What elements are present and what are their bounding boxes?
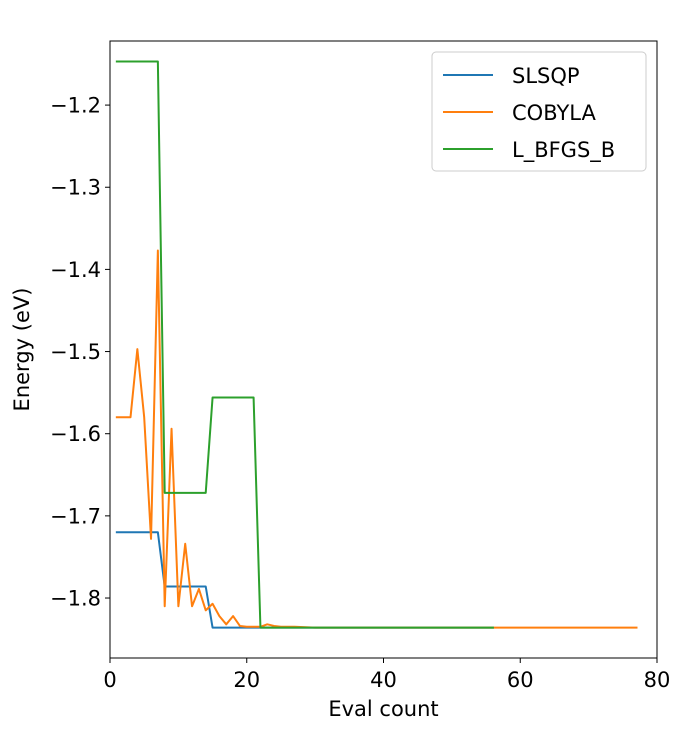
y-tick-label: −1.4 [50, 258, 101, 282]
plot-lines [115, 60, 638, 629]
y-tick-label: −1.8 [50, 587, 101, 611]
x-tick-label: 60 [507, 668, 534, 692]
y-axis-title: Energy (eV) [10, 288, 34, 412]
x-tick-label: 40 [370, 668, 397, 692]
y-tick-label: −1.7 [50, 504, 101, 528]
series-line-l_bfgs_b [115, 60, 494, 629]
y-tick-label: −1.6 [50, 422, 101, 446]
x-axis-ticks: 0 20 40 60 80 [103, 658, 670, 692]
legend: SLSQP COBYLA L_BFGS_B [431, 51, 647, 172]
x-axis-title: Eval count [328, 697, 438, 721]
legend-box [431, 51, 647, 172]
legend-label-cobyla: COBYLA [512, 101, 596, 125]
x-tick-label: 20 [233, 668, 260, 692]
y-axis-ticks: −1.2 −1.3 −1.4 −1.5 −1.6 −1.7 −1.8 [50, 94, 110, 611]
legend-label-slsqp: SLSQP [512, 64, 580, 88]
y-tick-label: −1.5 [50, 340, 101, 364]
x-tick-label: 0 [103, 668, 116, 692]
legend-label-l_bfgs_b: L_BFGS_B [512, 138, 615, 163]
y-tick-label: −1.2 [50, 94, 101, 118]
x-tick-label: 80 [644, 668, 671, 692]
y-tick-label: −1.3 [50, 176, 101, 200]
